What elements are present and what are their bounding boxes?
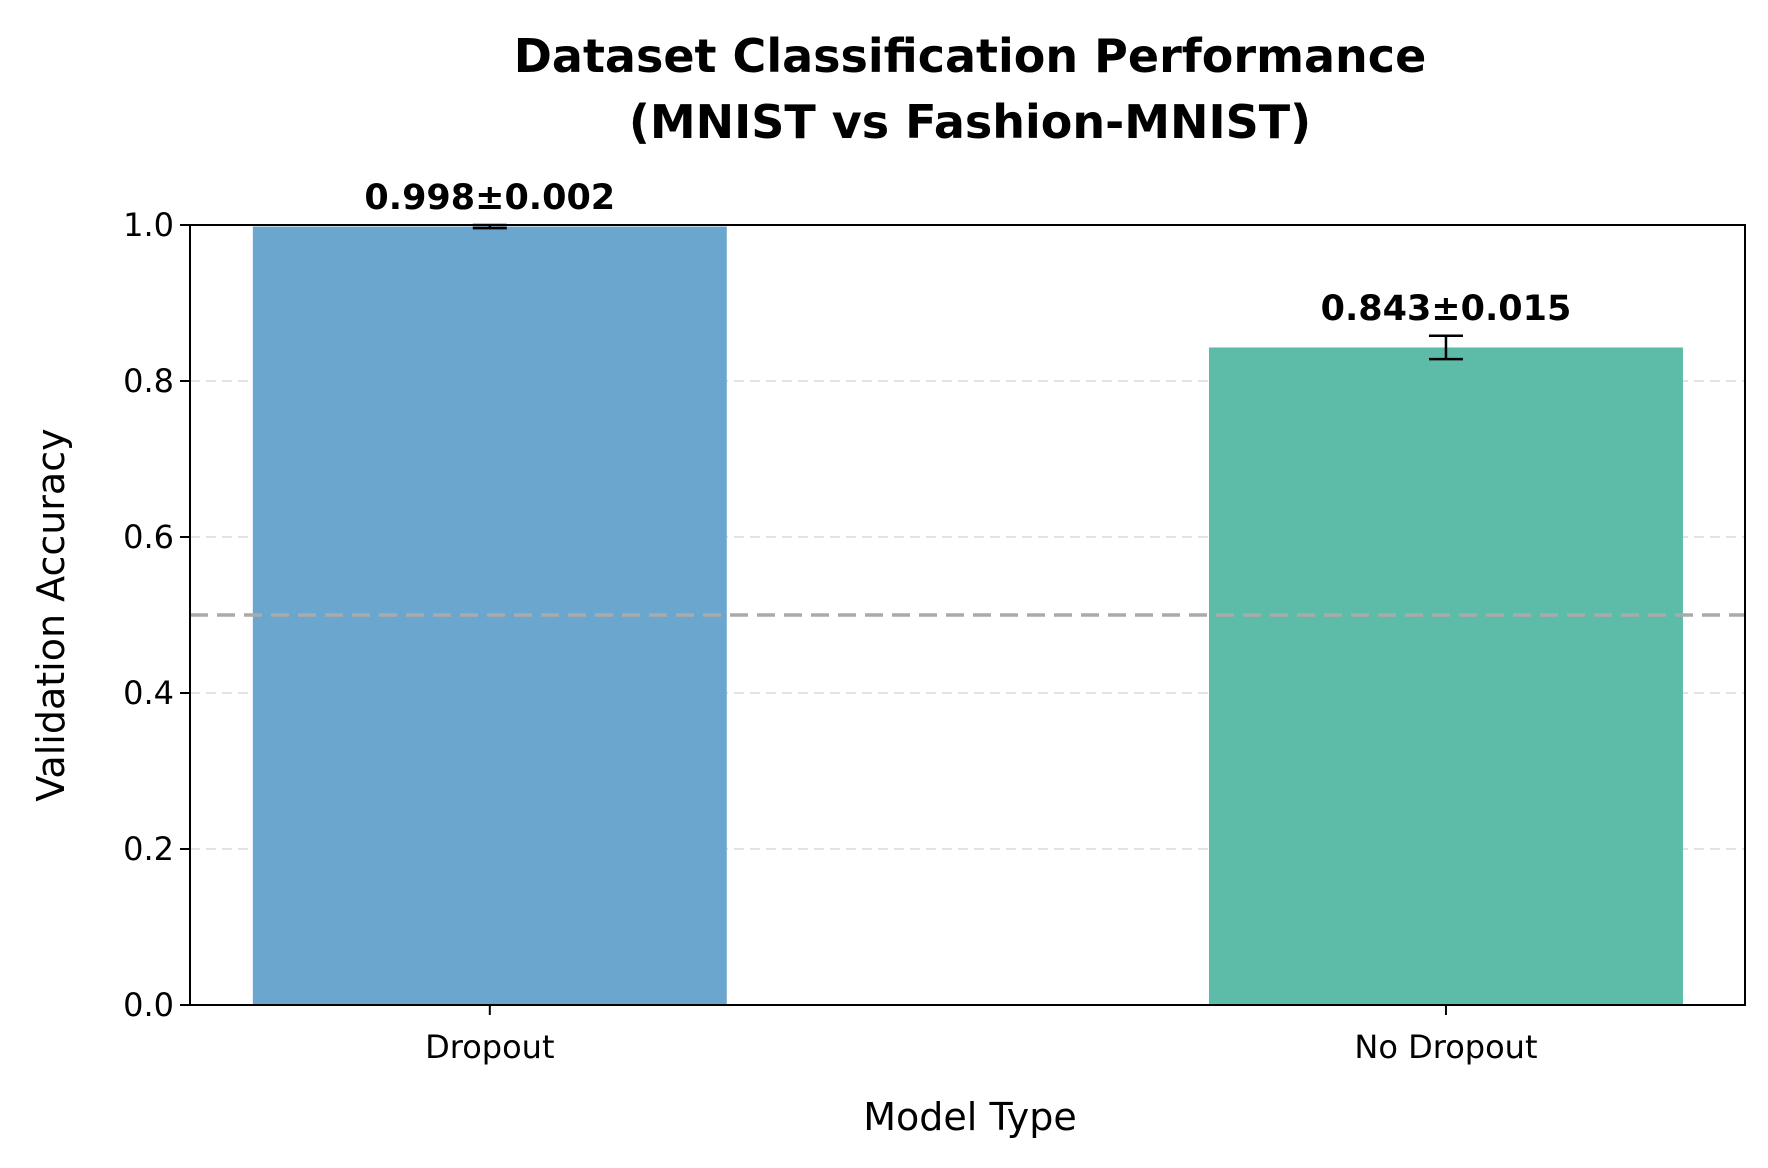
x-axis: Dropout No Dropout: [425, 1005, 1538, 1066]
x-axis-label: Model Type: [863, 1095, 1076, 1139]
data-labels: 0.998±0.002 0.843±0.015: [364, 178, 1571, 329]
chart-title-line-2: (MNIST vs Fashion-MNIST): [629, 95, 1311, 149]
data-label: 0.843±0.015: [1321, 289, 1572, 329]
y-axis: 0.0 0.2 0.4 0.6 0.8 1.0: [123, 206, 190, 1024]
y-tick-label: 0.8: [123, 362, 174, 400]
y-tick-label: 1.0: [123, 206, 174, 244]
plot-frame: [189, 224, 1746, 1006]
x-tick-label: Dropout: [425, 1028, 554, 1066]
y-tick-label: 0.0: [123, 986, 174, 1024]
y-tick-label: 0.6: [123, 518, 174, 556]
y-tick-label: 0.2: [123, 830, 174, 868]
x-tick-label: No Dropout: [1354, 1028, 1537, 1066]
y-tick-label: 0.4: [123, 674, 174, 712]
chart-title-line-1: Dataset Classification Performance: [514, 29, 1427, 83]
bar-no-dropout: [1208, 347, 1683, 1006]
data-label: 0.998±0.002: [364, 178, 615, 218]
y-axis-label: Validation Accuracy: [29, 428, 73, 801]
